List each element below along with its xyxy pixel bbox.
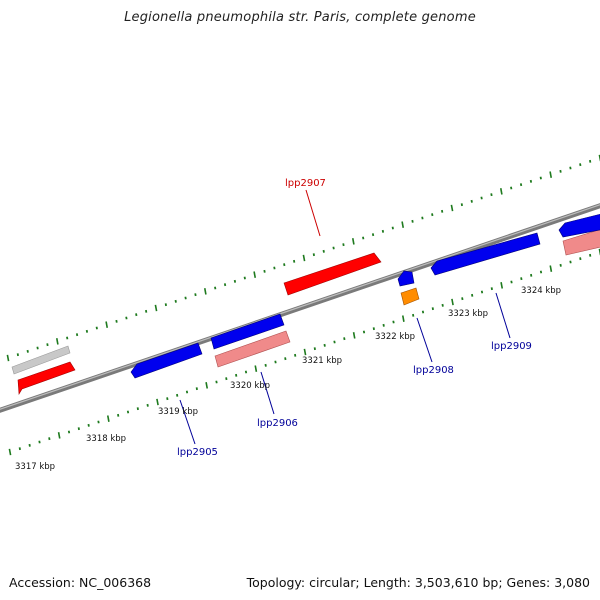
- major-tick: [8, 448, 12, 456]
- major-tick: [156, 398, 159, 406]
- gene-forward-left[interactable]: [17, 361, 76, 395]
- gene-labels: lpp2905 lpp2906 lpp2907 lpp2908 lpp2909: [177, 178, 532, 458]
- major-tick: [57, 432, 61, 439]
- rna-orange[interactable]: [400, 287, 420, 306]
- major-tick: [106, 415, 110, 422]
- gene-pseudo-left[interactable]: [11, 345, 71, 375]
- kbp-label: 3324 kbp: [521, 286, 561, 296]
- kbp-label: 3317 kbp: [15, 462, 55, 472]
- gene-lpp2905[interactable]: [130, 342, 203, 379]
- major-tick: [450, 204, 454, 212]
- gene-lpp2907[interactable]: [283, 252, 382, 296]
- major-tick: [6, 354, 10, 362]
- major-tick: [451, 298, 454, 306]
- kbp-label: 3320 kbp: [230, 381, 270, 391]
- major-tick: [549, 265, 553, 272]
- label-connectors: [179, 189, 511, 445]
- gene-label-lpp2907[interactable]: lpp2907: [285, 178, 326, 189]
- gene-label-lpp2909[interactable]: lpp2909: [491, 341, 532, 352]
- forward-strand-genes: [11, 228, 600, 395]
- gene-lpp2909[interactable]: [430, 232, 541, 276]
- major-tick: [401, 315, 405, 322]
- kbp-label: 3319 kbp: [158, 407, 198, 417]
- accession-text: Accession: NC_006368: [9, 575, 152, 590]
- major-tick: [500, 282, 504, 289]
- reverse-strand-genes: [130, 213, 600, 379]
- gene-reverse-right[interactable]: [558, 213, 600, 238]
- kbp-label: 3318 kbp: [86, 434, 126, 444]
- genome-backbone-highlight: [0, 204, 600, 410]
- outer-tick-track: [6, 154, 600, 362]
- major-tick: [203, 288, 207, 295]
- genome-summary-text: Topology: circular; Length: 3,503,610 bp…: [246, 575, 590, 590]
- gene-reverse-b[interactable]: [210, 313, 285, 350]
- major-tick: [55, 338, 59, 345]
- gene-label-lpp2905[interactable]: lpp2905: [177, 447, 218, 458]
- major-tick: [351, 238, 355, 245]
- major-tick: [254, 365, 258, 372]
- inner-tick-track: [8, 248, 600, 456]
- map-title: Legionella pneumophila str. Paris, compl…: [124, 10, 476, 25]
- kbp-label: 3321 kbp: [302, 356, 342, 366]
- gene-pseudo-right[interactable]: [562, 228, 600, 256]
- genome-backbone: [0, 203, 600, 413]
- major-tick: [105, 321, 109, 328]
- major-tick: [302, 254, 306, 262]
- major-tick: [549, 171, 553, 178]
- major-tick: [401, 221, 405, 228]
- gene-lpp2906[interactable]: [214, 330, 291, 368]
- kbp-labels: 3317 kbp 3318 kbp 3319 kbp 3320 kbp 3321…: [15, 286, 561, 472]
- gene-label-lpp2908[interactable]: lpp2908: [413, 365, 454, 376]
- gene-label-lpp2906[interactable]: lpp2906: [257, 418, 298, 429]
- major-tick: [253, 271, 257, 278]
- kbp-label: 3322 kbp: [375, 332, 415, 342]
- major-tick: [205, 382, 209, 389]
- kbp-label: 3323 kbp: [448, 309, 488, 319]
- gene-lpp2908[interactable]: [397, 270, 415, 287]
- major-tick: [499, 188, 503, 195]
- major-tick: [154, 304, 158, 312]
- major-tick: [352, 332, 356, 339]
- major-tick: [303, 348, 307, 356]
